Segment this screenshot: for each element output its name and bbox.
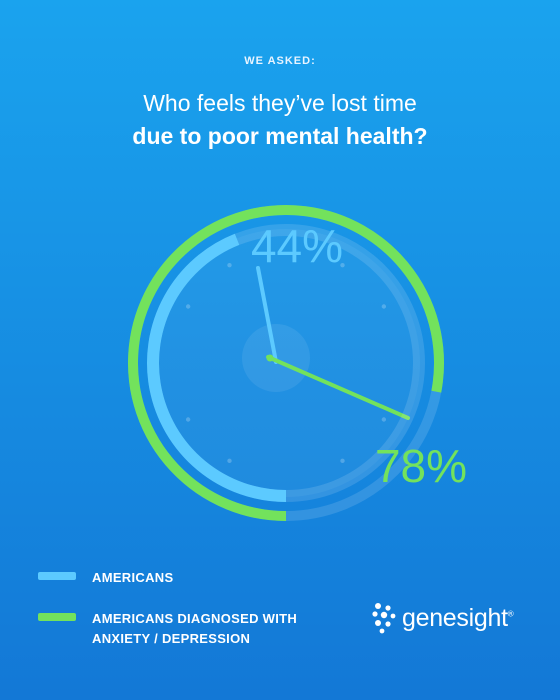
legend-swatch-americans xyxy=(38,572,76,580)
hour-hand xyxy=(266,355,410,420)
clock-hands xyxy=(256,266,410,420)
legend-label-americans: AMERICANS xyxy=(92,570,174,585)
arc-diagnosed xyxy=(128,205,444,521)
legend-label-diagnosed: AMERICANS DIAGNOSED WITH ANXIETY / DEPRE… xyxy=(92,611,298,646)
legend-item-diagnosed: AMERICANS DIAGNOSED WITH ANXIETY / DEPRE… xyxy=(38,609,297,649)
tick-dot xyxy=(227,458,232,464)
tick-dot xyxy=(381,417,387,422)
value-label-americans: 44% xyxy=(251,220,343,272)
minute-hand xyxy=(256,266,278,364)
tick-dot xyxy=(185,417,191,422)
tick-dot xyxy=(381,304,387,309)
genesight-logo-wordmark: genesight® xyxy=(402,603,514,632)
eyebrow-label: WE ASKED: xyxy=(244,55,316,67)
chart-title-line2: due to poor mental health? xyxy=(132,123,428,149)
genesight-logo: genesight® xyxy=(372,602,514,634)
legend-swatch-diagnosed xyxy=(38,613,76,621)
clock-center-pin xyxy=(266,354,274,362)
arc-americans xyxy=(147,233,287,502)
chart-title-line1: Who feels they’ve lost time xyxy=(143,90,417,116)
clock-tick-dots xyxy=(185,262,387,464)
tick-dot xyxy=(340,262,345,268)
genesight-logo-icon xyxy=(372,603,396,634)
tick-dot xyxy=(340,458,345,464)
legend-item-americans: AMERICANS xyxy=(38,568,173,588)
tick-dot xyxy=(227,262,232,268)
tick-dot xyxy=(185,304,191,309)
value-label-diagnosed: 78% xyxy=(375,440,467,492)
